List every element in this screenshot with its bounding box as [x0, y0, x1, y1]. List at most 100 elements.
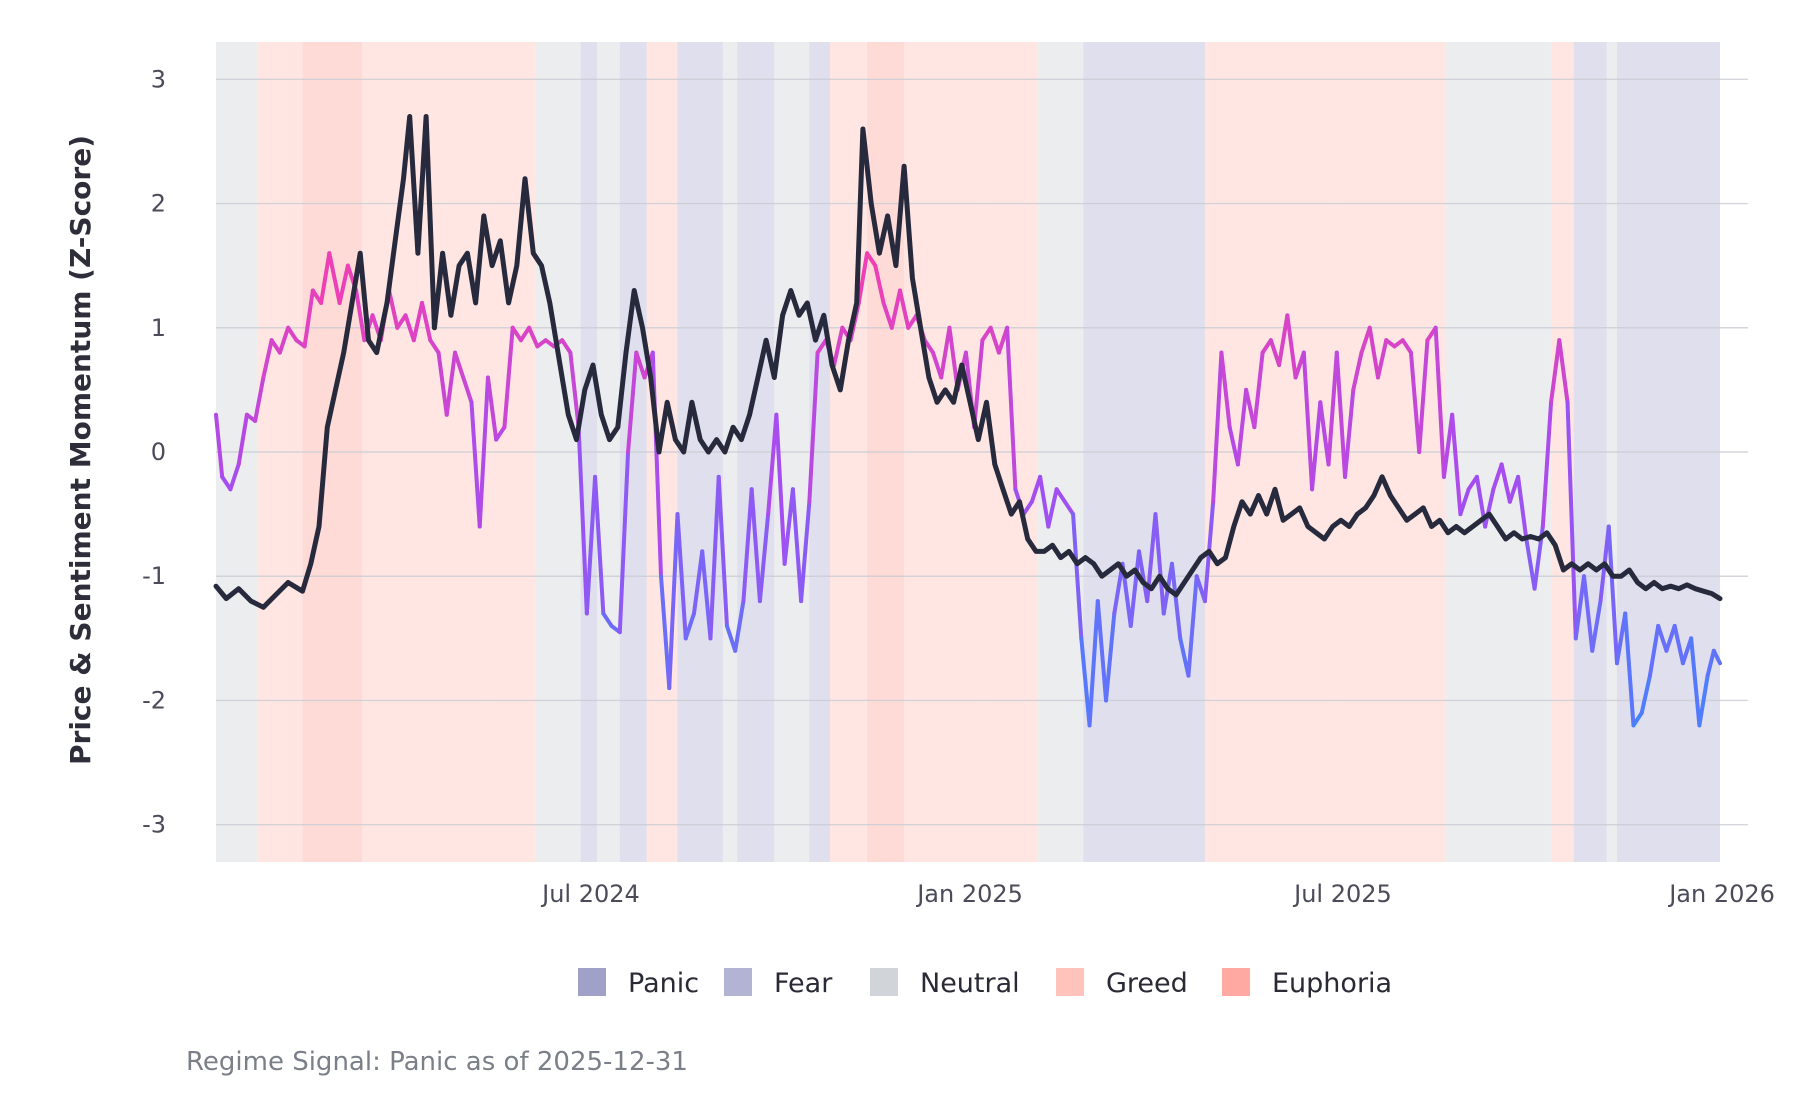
- regime-signal-caption: Regime Signal: Panic as of 2025-12-31: [186, 1047, 688, 1077]
- sentiment-segment: [1252, 350, 1265, 430]
- sentiment-segment: [865, 251, 878, 268]
- sentiment-segment: [1656, 623, 1669, 653]
- sentiment-segment: [1573, 574, 1587, 641]
- sentiment-segment: [1310, 400, 1323, 492]
- legend-label: Neutral: [920, 968, 1020, 999]
- gridlines: [216, 78, 1748, 826]
- sentiment-segment: [236, 412, 249, 467]
- sentiment-segment: [1071, 512, 1084, 641]
- sentiment-segment: [617, 450, 631, 635]
- sentiment-segment: [214, 412, 225, 479]
- sentiment-segment: [1639, 673, 1652, 715]
- sentiment-segment: [1054, 487, 1067, 504]
- sentiment-segment: [1400, 338, 1413, 355]
- sentiment-segment: [691, 549, 705, 616]
- sentiment-segment: [1491, 462, 1504, 492]
- sentiment-segment: [461, 375, 474, 405]
- legend-label: Fear: [774, 968, 833, 999]
- legend-item-fear: Fear: [724, 968, 833, 999]
- sentiment-segment: [1137, 549, 1150, 604]
- sentiment-segment: [724, 623, 738, 653]
- y-tick-label: 3: [151, 65, 166, 93]
- sentiment-segment: [1631, 710, 1644, 728]
- sentiment-segment: [1697, 673, 1710, 728]
- y-tick-label: -3: [142, 811, 166, 839]
- sentiment-segment: [1235, 387, 1249, 467]
- sentiment-segment: [1343, 387, 1356, 479]
- sentiment-segment: [1095, 599, 1109, 703]
- sentiment-segment: [1417, 338, 1430, 454]
- sentiment-segment: [1186, 574, 1199, 678]
- sentiment-segment: [741, 487, 754, 604]
- sentiment-segment: [1326, 350, 1339, 467]
- sentiment-segment: [387, 288, 400, 330]
- sentiment-segment: [898, 288, 911, 330]
- sentiment-segment: [675, 512, 688, 641]
- sentiment-segment: [1408, 350, 1422, 454]
- series-lines: [213, 114, 1723, 728]
- sentiment-segment: [568, 350, 581, 430]
- legend-swatch: [870, 968, 898, 996]
- sentiment-segment: [1005, 325, 1018, 492]
- sentiment-segment: [1524, 536, 1537, 591]
- sentiment-segment: [277, 325, 291, 355]
- sentiment-segment: [469, 400, 482, 529]
- sentiment-segment: [774, 412, 787, 566]
- sentiment-segment: [1029, 474, 1043, 504]
- sentiment-segment: [873, 263, 886, 305]
- sentiment-segment: [1367, 325, 1380, 380]
- legend-item-panic: Panic: [578, 968, 699, 999]
- sentiment-segment: [782, 487, 795, 566]
- x-axis-ticks: Jul 2024 Jan 2025 Jul 2025 Jan 2026: [540, 880, 1775, 908]
- sentiment-segment: [1483, 487, 1496, 529]
- sentiment-segment: [626, 350, 639, 454]
- sentiment-segment: [228, 462, 241, 492]
- legend-item-euphoria: Euphoria: [1222, 968, 1392, 999]
- y-axis-title: Price & Sentiment Momentum (Z-Score): [64, 135, 97, 765]
- sentiment-segment: [485, 375, 499, 442]
- sentiment-segment: [1359, 325, 1372, 355]
- legend-swatch: [1056, 968, 1084, 996]
- sentiment-segment: [757, 512, 771, 604]
- sentiment-segment: [939, 325, 952, 380]
- sentiment-segment: [1301, 350, 1315, 492]
- legend-swatch: [578, 968, 606, 996]
- sentiment-segment: [799, 499, 812, 604]
- y-axis-ticks: 3 2 1 0 -1 -2 -3: [142, 65, 166, 838]
- sentiment-segment: [1244, 387, 1257, 430]
- legend-label: Panic: [628, 968, 699, 999]
- sentiment-segment: [1557, 338, 1570, 405]
- sentiment-segment: [403, 313, 416, 343]
- sentiment-segment: [1318, 400, 1331, 467]
- legend-swatch: [724, 968, 752, 996]
- sentiment-segment: [1285, 313, 1298, 380]
- legend: Panic Fear Neutral Greed Euphoria: [578, 968, 1392, 999]
- sentiment-segment: [634, 350, 647, 380]
- sentiment-segment: [749, 487, 762, 604]
- sentiment-segment: [1038, 474, 1051, 529]
- sentiment-segment: [477, 375, 490, 529]
- sentiment-segment: [807, 350, 820, 504]
- sentiment-segment: [1516, 474, 1529, 541]
- sentiment-segment: [593, 474, 606, 616]
- sentiment-segment: [1219, 350, 1232, 430]
- sentiment-segment: [1672, 623, 1685, 666]
- sentiment-segment: [1582, 574, 1595, 653]
- sentiment-segment: [832, 325, 845, 368]
- sentiment-segment: [1334, 350, 1348, 479]
- sentiment-segment: [708, 474, 721, 641]
- x-tick-label: Jan 2025: [915, 880, 1023, 908]
- sentiment-segment: [560, 338, 573, 355]
- sentiment-segment: [1540, 400, 1554, 529]
- sentiment-segment: [1433, 325, 1446, 479]
- sentiment-segment: [1664, 623, 1677, 653]
- sentiment-segment: [881, 300, 894, 330]
- x-tick-label: Jan 2026: [1667, 880, 1775, 908]
- sentiment-segment: [1623, 611, 1636, 728]
- sentiment-segment: [1351, 350, 1364, 392]
- sentiment-segment: [766, 412, 779, 517]
- x-tick-label: Jul 2025: [1292, 880, 1392, 908]
- sentiment-segment: [1104, 611, 1117, 703]
- sentiment-segment: [889, 288, 903, 330]
- sentiment-segment: [337, 263, 350, 305]
